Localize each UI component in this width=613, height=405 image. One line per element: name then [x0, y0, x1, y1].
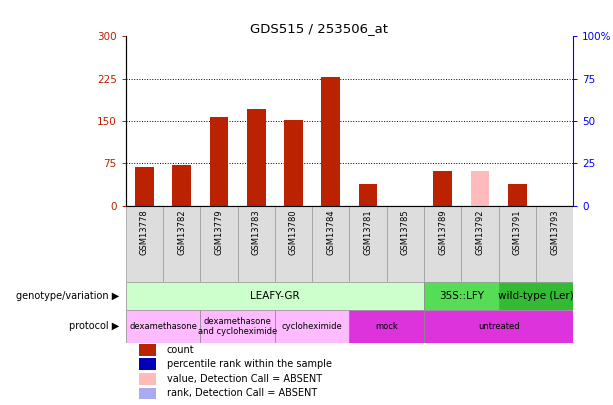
Bar: [139, 344, 156, 356]
Text: protocol ▶: protocol ▶: [69, 321, 120, 331]
Bar: [126, 206, 163, 282]
Bar: [172, 164, 191, 206]
Text: GSM13781: GSM13781: [364, 209, 373, 255]
Text: GSM13784: GSM13784: [326, 209, 335, 255]
Bar: [321, 77, 340, 206]
Text: genotype/variation ▶: genotype/variation ▶: [17, 291, 120, 301]
Text: cycloheximide: cycloheximide: [282, 322, 343, 331]
Bar: [312, 206, 349, 282]
Bar: [424, 310, 573, 343]
Text: GSM13782: GSM13782: [177, 209, 186, 255]
Bar: [163, 206, 200, 282]
Bar: [135, 167, 154, 206]
Text: percentile rank within the sample: percentile rank within the sample: [167, 359, 332, 369]
Bar: [424, 206, 462, 282]
Bar: [359, 184, 378, 206]
Bar: [139, 358, 156, 370]
Bar: [471, 171, 489, 206]
Text: GSM13780: GSM13780: [289, 209, 298, 255]
Bar: [498, 282, 573, 310]
Text: LEAFY-GR: LEAFY-GR: [250, 291, 300, 301]
Text: 35S::LFY: 35S::LFY: [439, 291, 484, 301]
Text: dexamethasone
and cycloheximide: dexamethasone and cycloheximide: [198, 317, 277, 336]
Text: wild-type (Ler): wild-type (Ler): [498, 291, 574, 301]
Text: value, Detection Call = ABSENT: value, Detection Call = ABSENT: [167, 374, 322, 384]
Bar: [462, 206, 498, 282]
Bar: [275, 206, 312, 282]
Text: GSM13779: GSM13779: [215, 209, 223, 255]
Text: GSM13778: GSM13778: [140, 209, 149, 255]
Text: GSM13789: GSM13789: [438, 209, 447, 255]
Text: GSM13783: GSM13783: [252, 209, 261, 255]
Bar: [536, 206, 573, 282]
Text: GSM13793: GSM13793: [550, 209, 559, 255]
Text: GSM13791: GSM13791: [512, 209, 522, 255]
Bar: [238, 206, 275, 282]
Bar: [139, 388, 156, 399]
Bar: [284, 120, 303, 206]
Text: GSM13792: GSM13792: [476, 209, 484, 255]
Bar: [210, 117, 228, 206]
Text: untreated: untreated: [478, 322, 519, 331]
Bar: [200, 206, 238, 282]
Bar: [200, 310, 275, 343]
Bar: [126, 310, 200, 343]
Text: count: count: [167, 345, 194, 355]
Bar: [349, 310, 424, 343]
Text: GSM13785: GSM13785: [401, 209, 410, 255]
Text: GDS515 / 253506_at: GDS515 / 253506_at: [249, 22, 388, 35]
Bar: [349, 206, 387, 282]
Bar: [387, 206, 424, 282]
Bar: [139, 373, 156, 385]
Bar: [126, 282, 424, 310]
Bar: [275, 310, 349, 343]
Bar: [424, 282, 498, 310]
Bar: [508, 184, 527, 206]
Bar: [433, 171, 452, 206]
Text: rank, Detection Call = ABSENT: rank, Detection Call = ABSENT: [167, 388, 317, 399]
Bar: [247, 109, 265, 206]
Bar: [498, 206, 536, 282]
Text: mock: mock: [375, 322, 398, 331]
Text: dexamethasone: dexamethasone: [129, 322, 197, 331]
